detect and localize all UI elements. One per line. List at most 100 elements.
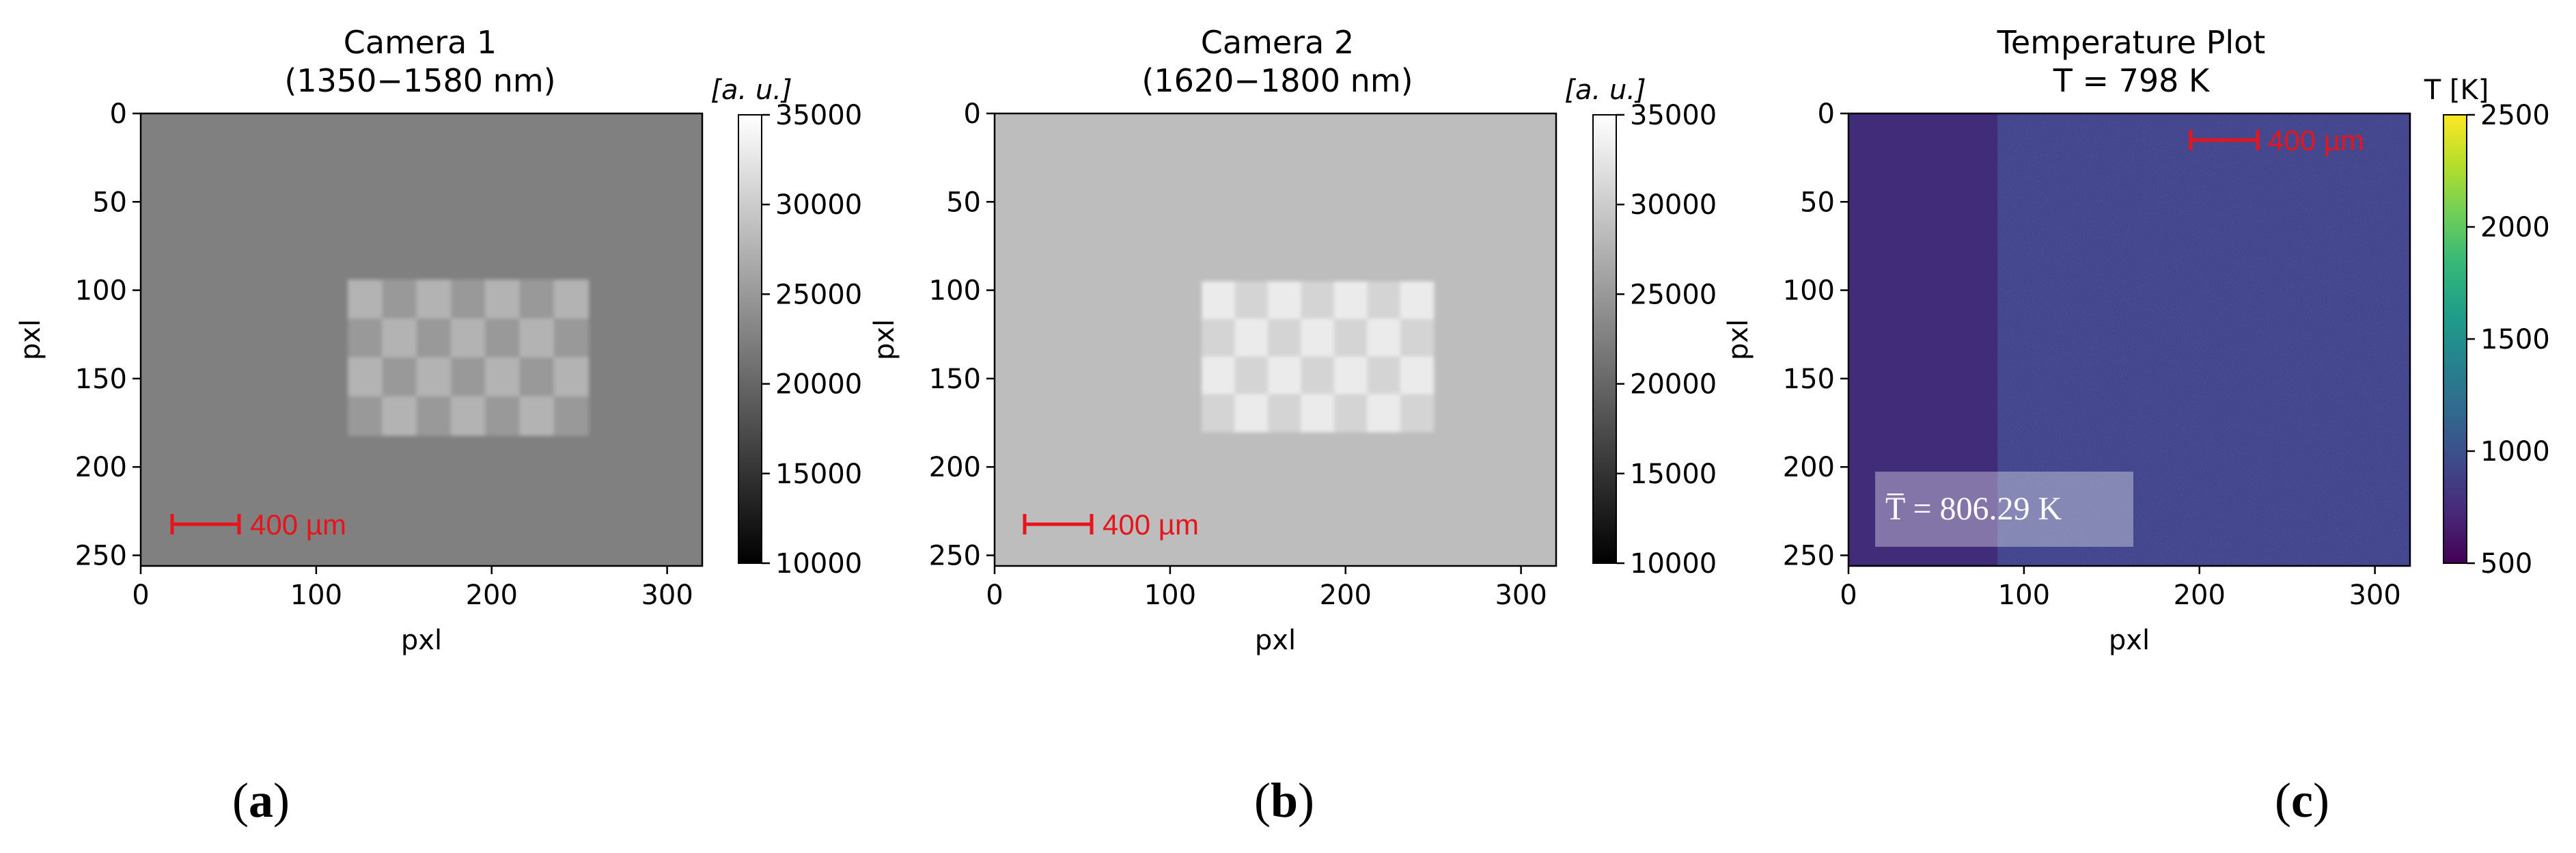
panel-a-colorbar-ticks: 10000 15000 20000 25000 30000 35000 — [762, 100, 862, 580]
panel-c-colorbar-ticks: 500 1000 1500 2000 2500 — [2467, 100, 2550, 580]
panel-a-letter: (a) — [232, 773, 290, 828]
y-tick-label: 200 — [1783, 452, 1835, 483]
x-tick-label: 200 — [2174, 580, 2226, 611]
colorbar-tick-label: 2000 — [2480, 212, 2550, 243]
panel-a-scalebar-label: 400 µm — [250, 509, 346, 541]
checkerboard-square-dim — [416, 396, 452, 436]
checkerboard-square-dim — [1367, 281, 1401, 320]
colorbar-tick-label: 35000 — [1630, 100, 1717, 131]
x-tick-label: 100 — [1998, 580, 2050, 611]
panel-b-ylabel: pxl — [869, 319, 900, 360]
checkerboard-square-dim — [519, 280, 555, 319]
checkerboard-square-dim — [450, 357, 486, 397]
panel-c-title-line1: Temperature Plot — [1997, 24, 2266, 61]
checkerboard-square — [382, 396, 417, 436]
panel-a-scalebar: 400 µm — [170, 509, 346, 541]
x-tick-label: 0 — [132, 580, 149, 611]
y-tick-label: 200 — [929, 452, 981, 483]
panel-a-title-line1: Camera 1 — [344, 24, 497, 61]
checkerboard-square-dim — [485, 318, 521, 358]
y-tick-label: 150 — [1783, 364, 1835, 395]
panel-b-scalebar-label: 400 µm — [1103, 509, 1199, 541]
colorbar-tick-label: 10000 — [1630, 548, 1717, 580]
panel-a-colorbar: 10000 15000 20000 25000 30000 35000 [a. u.] — [710, 75, 862, 580]
checkerboard-square-dim — [553, 396, 590, 436]
checkerboard-square — [1202, 281, 1236, 320]
panel-c-letter: (c) — [2275, 773, 2329, 828]
checkerboard-square — [1267, 356, 1302, 395]
checkerboard-square-dim — [1267, 319, 1302, 357]
panel-c-letter-text: c — [2291, 773, 2313, 828]
panel-a-ylabel: pxl — [15, 319, 46, 360]
colorbar-tick-label: 500 — [2480, 548, 2532, 580]
x-tick-label: 100 — [290, 580, 342, 611]
checkerboard-square-dim — [553, 318, 590, 358]
checkerboard-square-dim — [519, 357, 555, 397]
y-tick-label: 150 — [929, 364, 981, 395]
panel-a-checkerboard — [348, 280, 590, 436]
checkerboard-square — [1367, 319, 1401, 357]
x-tick-label: 200 — [466, 580, 518, 611]
checkerboard-square — [416, 357, 452, 397]
colorbar-tick-label: 10000 — [775, 548, 862, 580]
checkerboard-square — [1202, 356, 1236, 395]
checkerboard-square-dim — [382, 280, 417, 319]
y-tick-label: 50 — [946, 187, 981, 218]
panel-c-xlabel: pxl — [2109, 625, 2150, 656]
colorbar-tick-label: 30000 — [775, 189, 862, 221]
checkerboard-square — [348, 280, 383, 319]
panel-c-scalebar-label: 400 µm — [2268, 124, 2364, 157]
y-tick-label: 200 — [75, 452, 127, 483]
checkerboard-square — [485, 357, 521, 397]
checkerboard-square — [553, 357, 590, 397]
checkerboard-square — [553, 280, 590, 319]
x-tick-label: 200 — [1320, 580, 1372, 611]
colorbar-tick-label: 20000 — [1630, 369, 1717, 401]
colorbar-tick-label: 1500 — [2480, 324, 2550, 355]
checkerboard-square-dim — [1400, 394, 1435, 433]
checkerboard-square-dim — [382, 357, 417, 397]
checkerboard-square — [1367, 394, 1401, 433]
checkerboard-square-dim — [348, 318, 383, 358]
checkerboard-square — [1234, 394, 1269, 433]
colorbar-tick-label: 15000 — [1630, 459, 1717, 490]
colorbar-tick-label: 25000 — [1630, 279, 1717, 310]
y-tick-label: 100 — [1783, 275, 1835, 307]
checkerboard-square-dim — [1333, 319, 1368, 357]
checkerboard-square — [348, 357, 383, 397]
panel-c-mean-annotation-box: T̅ = 806.29 K — [1875, 472, 2133, 547]
checkerboard-square-dim — [1400, 319, 1435, 357]
y-tick-label: 0 — [964, 98, 981, 130]
colorbar-tick-label: 15000 — [775, 459, 862, 490]
y-tick-label: 50 — [92, 187, 127, 218]
checkerboard-square-dim — [1301, 356, 1335, 395]
checkerboard-square — [1333, 281, 1368, 320]
panel-b-scalebar: 400 µm — [1023, 509, 1199, 541]
panel-b: Camera 2 (1620−1800 nm) 0 100 200 300 0 50 100… — [869, 24, 1717, 656]
checkerboard-square — [1267, 281, 1302, 320]
panel-b-xlabel: pxl — [1255, 625, 1296, 656]
panel-c-title-line2: T = 798 K — [2053, 62, 2211, 99]
y-tick-label: 100 — [929, 275, 981, 307]
panel-a: Camera 1 (1350−1580 nm) 0 100 200 300 0 50 100… — [15, 24, 862, 656]
checkerboard-square-dim — [416, 318, 452, 358]
x-tick-label: 300 — [641, 580, 693, 611]
panel-b-title-line2: (1620−1800 nm) — [1141, 62, 1413, 99]
checkerboard-square — [450, 396, 486, 436]
checkerboard-square-dim — [1202, 394, 1236, 433]
panel-b-letter-text: b — [1270, 773, 1299, 828]
colorbar-tick-label: 2500 — [2480, 100, 2550, 131]
y-tick-label: 250 — [929, 540, 981, 571]
panel-a-colorbar-label: [a. u.] — [710, 75, 792, 106]
panel-b-image — [993, 112, 1557, 567]
panel-b-colorbar: 10000 15000 20000 25000 30000 35000 [a. u.] — [1564, 75, 1717, 580]
checkerboard-square-dim — [348, 396, 383, 436]
panel-c: Temperature Plot T = 798 K T̅ = 806.29 K… — [1723, 24, 2550, 656]
checkerboard-square-dim — [485, 396, 521, 436]
checkerboard-square-dim — [1234, 356, 1269, 395]
checkerboard-square — [485, 280, 521, 319]
checkerboard-square-dim — [1202, 319, 1236, 357]
panel-b-letter: (b) — [1254, 773, 1315, 828]
y-tick-label: 0 — [110, 98, 127, 130]
